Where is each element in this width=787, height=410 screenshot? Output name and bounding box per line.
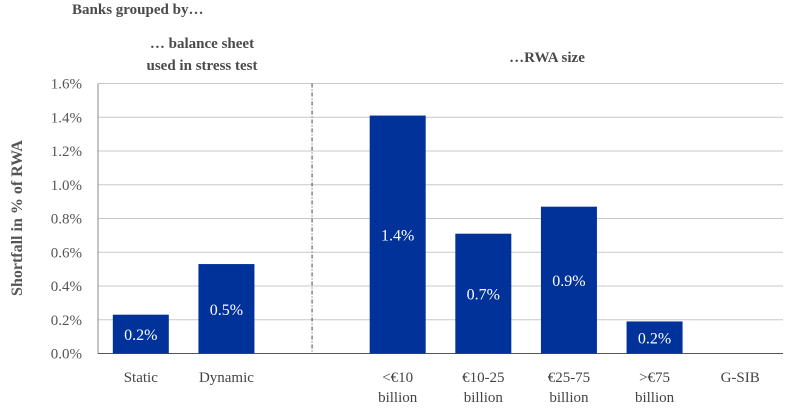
data-label: 1.4% (381, 228, 414, 245)
x-tick-label: billion (635, 390, 675, 406)
y-tick-label: 1.2% (51, 144, 82, 160)
y-axis-label: Shortfall in % of RWA (9, 140, 26, 296)
x-tick-label: G-SIB (721, 370, 760, 386)
data-label: 0.5% (210, 302, 243, 319)
x-tick-label: Static (124, 370, 159, 386)
y-tick-label: 1.0% (51, 178, 82, 194)
chart-title: Banks grouped by… (72, 2, 203, 18)
bar (540, 206, 597, 354)
y-tick-label: 0.4% (51, 279, 82, 295)
bar (455, 233, 512, 354)
y-tick-label: 1.4% (51, 110, 82, 126)
x-tick-label: billion (549, 390, 589, 406)
y-tick-label: 0.6% (51, 245, 82, 261)
bar (112, 314, 169, 354)
data-label: 0.9% (552, 273, 585, 290)
x-tick-label: €10-25 (462, 370, 505, 386)
group-title: used in stress test (147, 58, 258, 74)
x-tick-label: €25-75 (548, 370, 591, 386)
data-label: 0.7% (467, 287, 500, 304)
x-tick-label: billion (464, 390, 504, 406)
data-label: 0.2% (124, 327, 157, 344)
y-tick-label: 0.8% (51, 212, 82, 228)
group-title: … balance sheet (150, 36, 254, 52)
x-tick-label: billion (378, 390, 418, 406)
group-title: …RWA size (509, 50, 585, 66)
y-tick-label: 1.6% (51, 77, 82, 93)
bar (369, 115, 426, 354)
x-tick-label: <€10 (382, 370, 413, 386)
x-tick-label: >€75 (639, 370, 670, 386)
bar (198, 264, 255, 354)
bar (626, 321, 683, 354)
x-tick-label: Dynamic (199, 370, 254, 386)
y-tick-label: 0.0% (51, 347, 82, 363)
data-label: 0.2% (638, 330, 671, 347)
y-tick-label: 0.2% (51, 313, 82, 329)
